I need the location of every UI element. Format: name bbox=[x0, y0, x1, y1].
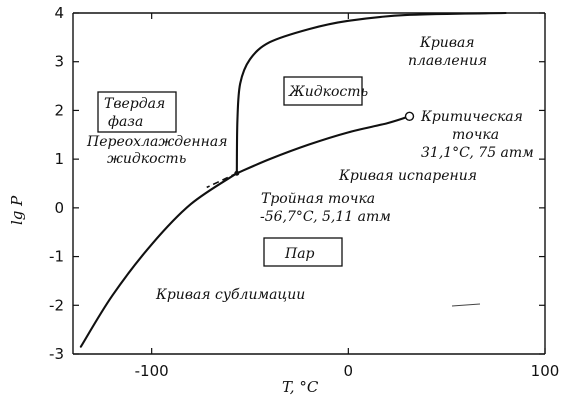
supercooled-label-2: жидкость bbox=[107, 151, 186, 167]
triple-point-label-2: -56,7°C, 5,11 атм bbox=[260, 209, 391, 225]
solid-phase-line-1: Твердая bbox=[104, 96, 165, 112]
vapor-text: Пар bbox=[284, 246, 315, 262]
critical-point-label-1: Критическая bbox=[420, 109, 523, 125]
y-tick-label: -2 bbox=[49, 296, 64, 314]
x-axis-title: T, °C bbox=[282, 378, 319, 396]
sublimation-curve bbox=[79, 172, 238, 348]
melting-curve-label-1: Кривая bbox=[419, 35, 475, 51]
critical-point-label-3: 31,1°C, 75 атм bbox=[421, 145, 534, 161]
solid-phase-label: Твердая фаза bbox=[97, 91, 177, 133]
liquid-box bbox=[283, 76, 363, 106]
vaporization-curve-label: Кривая испарения bbox=[338, 168, 477, 184]
axis-ticks: 4 3 2 1 0 -1 -2 -3 -100 0 100 bbox=[49, 4, 559, 380]
melting-curve bbox=[235, 11, 507, 175]
y-tick-label: 3 bbox=[54, 53, 64, 71]
x-tick-label: -100 bbox=[135, 362, 169, 380]
y-tick-label: 1 bbox=[54, 150, 64, 168]
critical-point-marker bbox=[404, 111, 415, 121]
y-tick-label: 4 bbox=[54, 4, 64, 22]
solid-phase-box bbox=[97, 91, 177, 133]
solid-phase-line-2: фаза bbox=[108, 114, 143, 130]
critical-point-label-2: точка bbox=[452, 127, 499, 143]
x-tick-label: 100 bbox=[531, 362, 560, 380]
phase-curves bbox=[79, 11, 507, 348]
x-tick-label: 0 bbox=[344, 362, 354, 380]
special-points bbox=[234, 111, 415, 176]
y-tick-label: 0 bbox=[54, 199, 64, 217]
vapor-label: Пар bbox=[263, 237, 343, 267]
vaporization-curve bbox=[235, 115, 411, 175]
melting-curve-label-2: плавления bbox=[408, 53, 487, 69]
triple-point-marker bbox=[234, 170, 240, 176]
triple-point-label-1: Тройная точка bbox=[261, 191, 375, 207]
liquid-text: Жидкость bbox=[288, 84, 368, 100]
y-tick-label: -1 bbox=[49, 248, 64, 266]
supercooled-curve bbox=[206, 172, 238, 189]
y-tick-label: -3 bbox=[49, 345, 64, 363]
y-tick-label: 2 bbox=[54, 101, 64, 119]
y-axis-title: lg P bbox=[8, 195, 26, 225]
sublimation-curve-label: Кривая сублимации bbox=[155, 287, 305, 303]
vapor-box bbox=[263, 237, 343, 267]
stray-mark bbox=[451, 303, 481, 307]
supercooled-label-1: Переохлажденная bbox=[86, 134, 227, 150]
liquid-label: Жидкость bbox=[283, 76, 368, 106]
